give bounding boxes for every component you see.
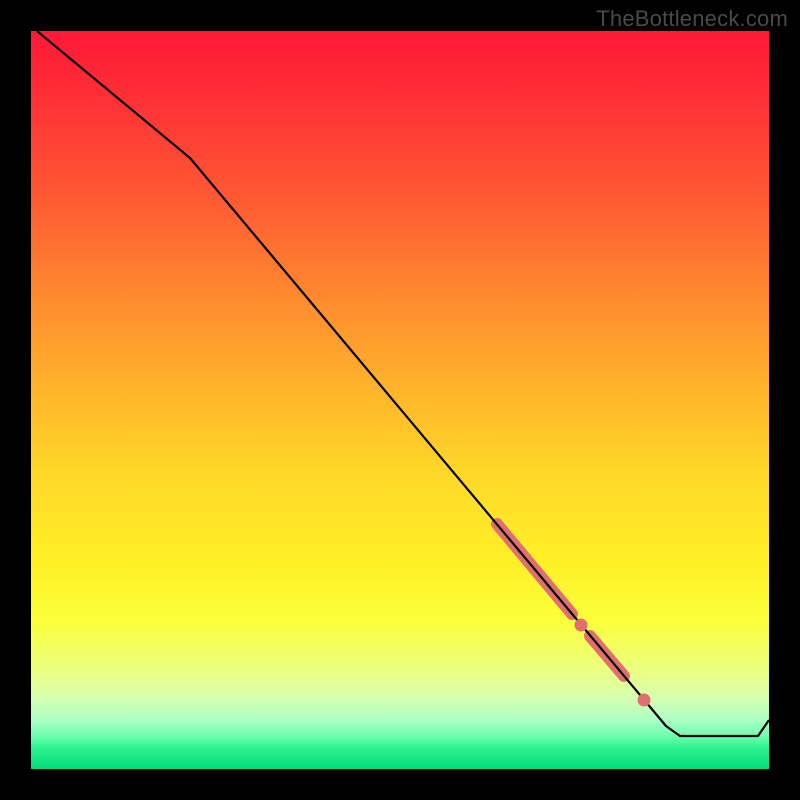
highlight-dot (638, 694, 651, 707)
plot-gradient-background (31, 31, 769, 769)
figure-stage: TheBottleneck.com (0, 0, 800, 800)
bottleneck-chart (0, 0, 800, 800)
watermark-text: TheBottleneck.com (596, 6, 788, 32)
highlight-dot (575, 619, 588, 632)
